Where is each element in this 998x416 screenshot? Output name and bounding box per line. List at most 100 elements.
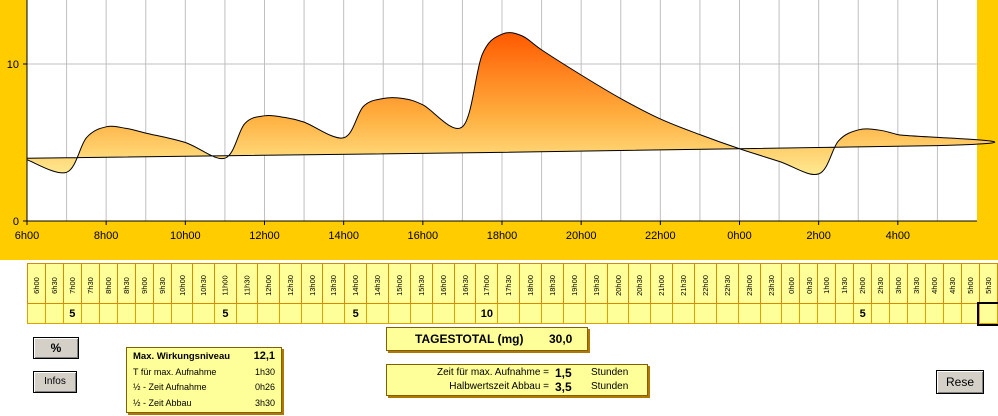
time-cell: 23h30 [759,263,783,304]
dose-cell[interactable] [300,303,324,324]
dose-cell[interactable] [672,303,696,324]
time-label: 2h30 [876,276,886,294]
dose-cell[interactable] [134,303,154,324]
dose-cell[interactable] [80,303,100,324]
dose-cell[interactable]: 10 [475,303,499,324]
time-label: 12h30 [285,274,295,296]
dose-cell[interactable] [235,303,258,324]
dose-cell[interactable] [835,303,855,324]
time-label: 21h30 [679,274,689,296]
time-label: 23h00 [744,274,754,296]
dose-cell[interactable] [871,303,891,324]
dose-cell[interactable] [694,303,717,324]
x-tick-label: 14h00 [328,230,359,242]
dose-cell[interactable] [152,303,172,324]
dose-cell[interactable] [977,301,998,326]
time-label: 18h00 [526,274,536,296]
series-area [26,32,995,221]
dose-cell[interactable] [388,303,411,324]
param-label: Halbwertszeit Abbau = [449,381,549,392]
time-label: 9h00 [139,276,149,294]
percent-button[interactable]: % [33,337,79,359]
param-value[interactable]: 3,5 [555,380,572,394]
info-row-value: 0h26 [254,382,275,392]
time-cell: 16h00 [431,263,455,304]
time-cell: 16h30 [453,263,477,304]
param-unit: Stunden [591,381,629,392]
time-cell: 14h30 [366,263,389,304]
dose-cell[interactable] [715,303,739,324]
dose-cell[interactable] [759,303,783,324]
info-row-label: T für max. Aufnahme [133,367,217,377]
reset-button[interactable]: Rese [936,370,984,394]
dose-cell[interactable] [907,303,926,324]
time-label: 19h30 [591,274,601,296]
dose-cell[interactable]: 5 [214,303,237,324]
dose-cell[interactable] [817,303,837,324]
time-label: 23h30 [766,274,776,296]
dose-cell[interactable] [44,303,64,324]
max-level-value: 12,1 [253,350,275,362]
daily-total-value: 30,0 [549,332,573,346]
dose-cell[interactable] [889,303,909,324]
dose-cell[interactable] [453,303,477,324]
dose-cell[interactable] [431,303,455,324]
dose-cell[interactable] [27,303,46,324]
dose-cell[interactable] [519,303,543,324]
dose-cell[interactable] [799,303,819,324]
time-label: 11h00 [220,274,230,296]
dose-cell[interactable] [737,303,761,324]
param-value[interactable]: 1,5 [555,366,572,380]
dose-cell[interactable] [942,303,962,324]
time-label: 18h30 [547,274,557,296]
dose-cell[interactable] [628,303,652,324]
dose-cell[interactable] [497,303,521,324]
time-cell: 2h30 [871,263,891,304]
time-cell: 12h00 [256,263,280,304]
time-cell: 18h30 [541,263,564,304]
dose-cell[interactable] [322,303,346,324]
time-label: 12h00 [263,274,273,296]
time-cell: 12h30 [278,263,302,304]
dose-cell[interactable] [409,303,433,324]
dose-cell[interactable] [192,303,216,324]
time-cell: 3h30 [907,263,926,304]
time-cell: 10h30 [192,263,216,304]
dose-cell[interactable] [366,303,389,324]
time-header-row: 6h00 6h30 7h00 7h30 8h00 8h30 9h00 9h30 10h00 10h… [27,263,998,304]
dose-cell[interactable] [116,303,136,324]
info-panel: Max. Wirkungsniveau 12,1 T für max. Aufn… [126,347,282,413]
time-label: 5h00 [965,276,975,294]
infos-button[interactable]: Infos [33,371,77,393]
time-label: 3h00 [894,276,904,294]
time-cell: 4h30 [942,263,962,304]
max-level-label: Max. Wirkungsniveau [133,351,231,362]
time-label: 17h00 [482,274,492,296]
time-label: 14h30 [373,274,383,296]
time-cell: 11h00 [214,263,237,304]
dose-cell[interactable] [541,303,564,324]
dose-cell[interactable]: 5 [344,303,368,324]
dose-cell[interactable] [781,303,801,324]
dose-schedule-table: 6h00 6h30 7h00 7h30 8h00 8h30 9h00 9h30 10h00 10h… [27,263,998,326]
dose-cell[interactable] [584,303,608,324]
dose-cell[interactable] [256,303,280,324]
x-tick-label: 16h00 [408,230,439,242]
time-label: 7h00 [67,276,77,294]
time-cell: 21h00 [650,263,674,304]
dose-cell[interactable] [278,303,302,324]
dose-cell[interactable] [606,303,630,324]
dose-cell[interactable] [562,303,586,324]
time-label: 1h30 [840,276,850,294]
dose-cell[interactable] [960,303,980,324]
dose-cell[interactable]: 5 [62,303,82,324]
dose-cell[interactable] [170,303,194,324]
dose-cell[interactable] [98,303,118,324]
time-label: 3h30 [912,276,921,294]
time-label: 0h00 [786,276,796,294]
x-tick-label: 2h00 [806,230,830,242]
dose-cell[interactable] [650,303,674,324]
dose-cell[interactable]: 5 [853,303,873,324]
x-tick-label: 4h00 [886,230,910,242]
dose-cell[interactable] [924,303,944,324]
